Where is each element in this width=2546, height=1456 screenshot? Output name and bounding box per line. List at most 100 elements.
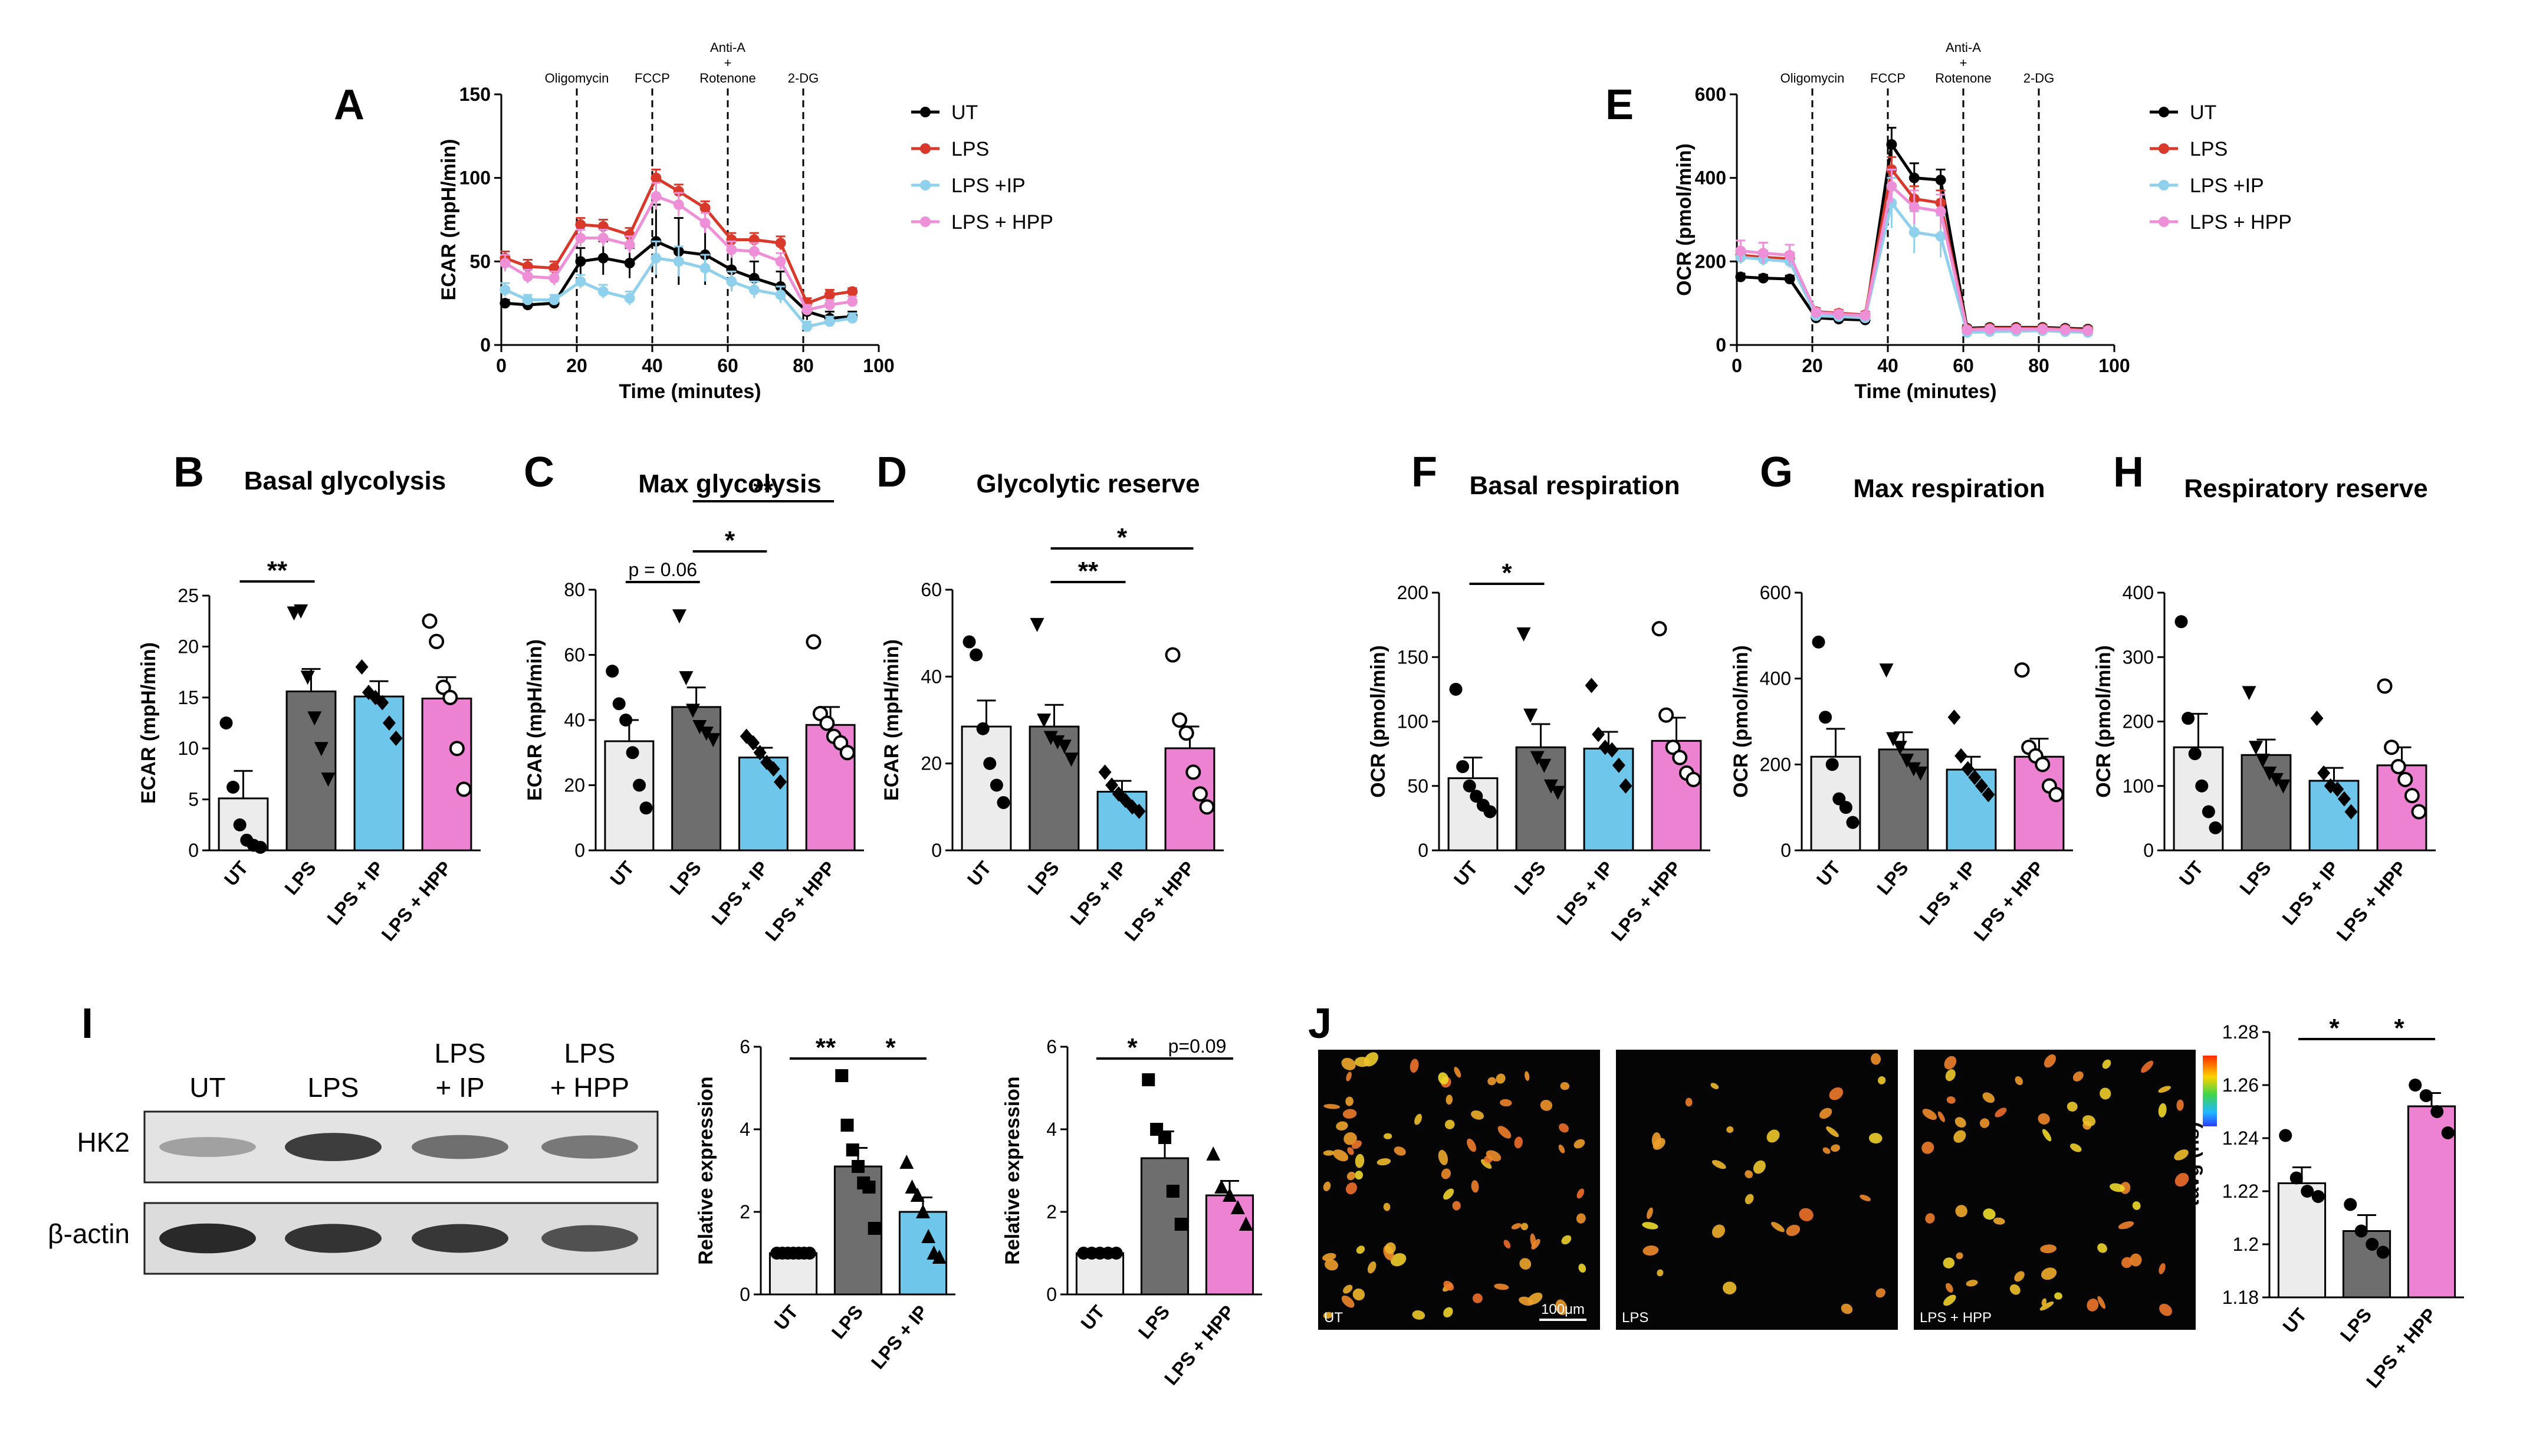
data-point [422, 613, 438, 629]
cell [2100, 1087, 2111, 1100]
legend: UT LPS LPS +IP LPS + HPP [911, 101, 1053, 234]
y-tick-label: 150 [1397, 646, 1428, 668]
cell [1860, 1194, 1871, 1201]
y-axis-label: ECAR (mpH/min) [438, 139, 460, 301]
cell [1323, 1181, 1331, 1191]
bar-ut [1075, 1252, 1125, 1296]
y-tick-label: 100 [2123, 775, 2154, 797]
cell [2130, 1253, 2142, 1267]
data-point [1935, 231, 1946, 242]
bar-chart-h: Respiratory reserve 0 100 200 300 400 OCR (pmo… [2092, 474, 2436, 945]
y-tick-label: 2 [1046, 1201, 1057, 1222]
data-point [1109, 1247, 1123, 1260]
blot-band [412, 1224, 508, 1253]
cell [1946, 1096, 1956, 1104]
data-point [1530, 751, 1545, 765]
data-point [2262, 766, 2277, 781]
data-point [1098, 764, 1112, 780]
data-point [2411, 804, 2427, 820]
cell [1954, 1117, 1966, 1128]
bar-lps [1878, 748, 1929, 852]
data-point [2059, 324, 2071, 336]
data-point [1811, 307, 1822, 318]
data-point [1057, 739, 1072, 754]
data-point [2035, 757, 2051, 773]
data-point [2242, 686, 2256, 701]
data-point [679, 671, 694, 686]
data-point [254, 840, 267, 854]
blot-band [159, 1223, 256, 1254]
cell [2040, 1244, 2056, 1254]
data-point [522, 294, 533, 305]
cell [1868, 1133, 1883, 1144]
panel-letters: A E B C D F G H I J [81, 81, 2144, 1047]
data-point [1947, 709, 1961, 725]
data-point [2441, 1126, 2455, 1139]
data-point [2174, 615, 2188, 629]
data-point [2202, 805, 2215, 819]
y-tick-label: 0 [480, 334, 491, 356]
cell [1786, 1224, 1801, 1236]
cell [2118, 1221, 2134, 1230]
cell [1346, 1072, 1352, 1082]
data-point [1174, 1218, 1188, 1231]
cell [1441, 1168, 1451, 1179]
cell [1944, 1056, 1957, 1070]
data-point [233, 818, 247, 831]
data-point [2037, 324, 2048, 335]
y-tick-label: 40 [564, 709, 585, 731]
micrograph-label: LPS + HPP [1920, 1310, 1992, 1326]
legend-swatch-dot [920, 180, 931, 190]
y-tick-label: 0 [2143, 840, 2154, 861]
data-point [314, 742, 328, 757]
panel-letter-b: B [173, 449, 204, 496]
micrograph-1 [1616, 1050, 1898, 1330]
significance-label: p = 0.06 [628, 559, 697, 580]
data-point [2010, 324, 2022, 335]
cell [1336, 1121, 1348, 1131]
injection-label: Oligomycin [1780, 71, 1845, 86]
data-point [2310, 711, 2324, 727]
data-point [699, 262, 711, 274]
cell [1770, 1221, 1785, 1232]
data-point [846, 1143, 859, 1156]
cell [2141, 1060, 2154, 1073]
cell [2015, 1076, 2023, 1086]
panel-letter-j: J [1308, 1000, 1332, 1047]
legend-label: LPS [2190, 138, 2228, 160]
cell [1723, 1281, 1737, 1294]
y-tick-label: 200 [2123, 711, 2154, 732]
microscopy-panel: UT LPS LPS + HPP 100μm [1318, 1050, 2217, 1330]
y-tick-label: 0 [574, 840, 585, 861]
legend-label: UT [951, 101, 978, 124]
y-tick-label: 0 [931, 840, 942, 861]
data-point [1037, 714, 1052, 728]
data-point [1166, 1185, 1180, 1198]
cell [1578, 1263, 1586, 1273]
x-tick-label: 60 [1953, 355, 1974, 376]
data-point [548, 294, 560, 305]
cell [1685, 1097, 1693, 1107]
data-point [1132, 803, 1146, 819]
data-point [1886, 139, 1897, 150]
y-tick-label: 1.2 [2233, 1234, 2259, 1255]
significance-label: * [1127, 1033, 1138, 1062]
data-point [1619, 778, 1632, 794]
data-point [706, 733, 721, 748]
injection-label: Anti-A [1946, 40, 1981, 55]
data-point [2255, 754, 2270, 768]
cell [1983, 1208, 1996, 1220]
y-tick-label: 1.28 [2222, 1021, 2259, 1043]
data-point [2279, 1129, 2292, 1142]
cell [1822, 1147, 1831, 1154]
cell [1345, 1182, 1357, 1195]
panel-letter-e: E [1605, 81, 1634, 129]
cell [1955, 1205, 1967, 1218]
data-point [1463, 779, 1476, 793]
lane-label: LPS [564, 1038, 616, 1069]
data-point [899, 1155, 914, 1169]
cell [2097, 1243, 2107, 1253]
data-point [1819, 711, 1832, 724]
data-point [803, 1247, 816, 1260]
